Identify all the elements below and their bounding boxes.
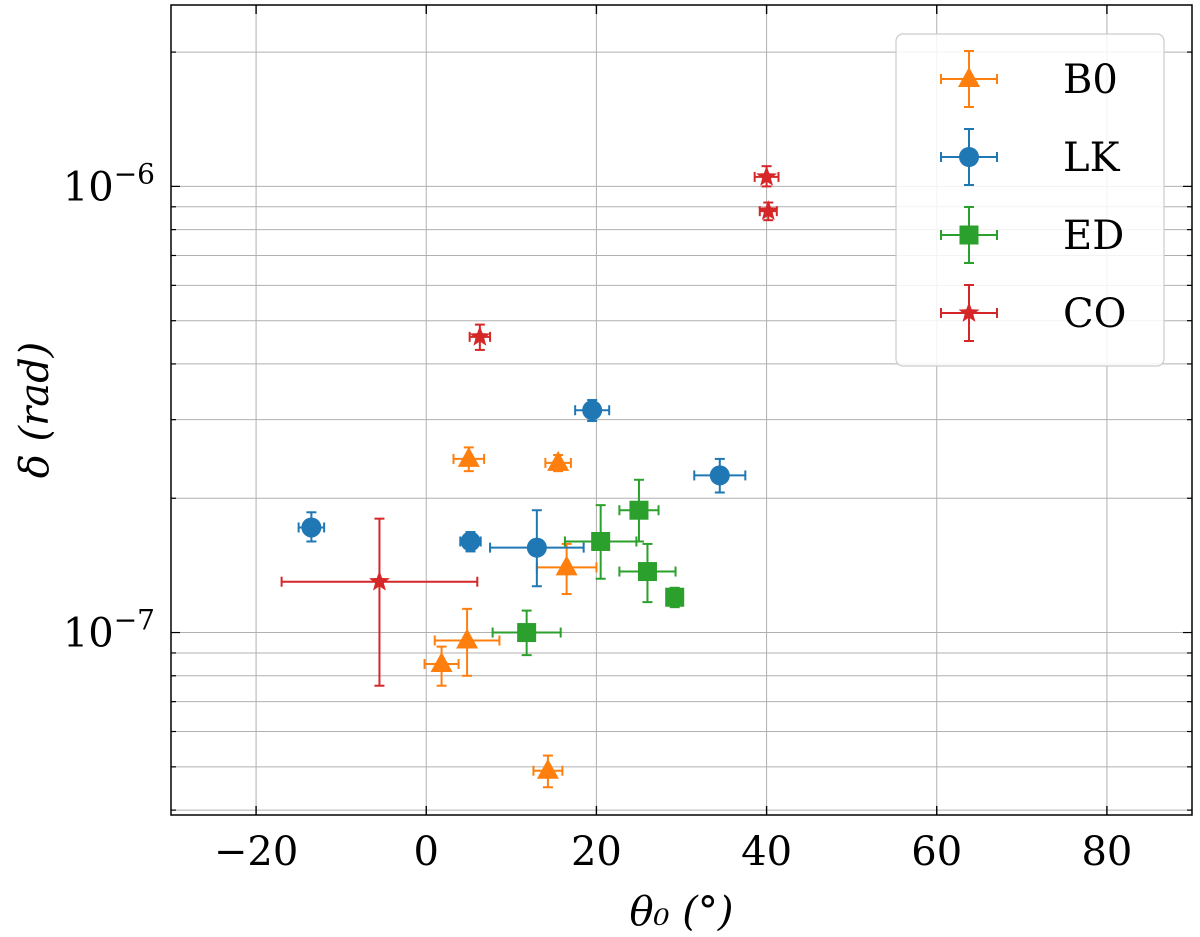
x-tick-label: 40 [741, 829, 792, 875]
data-point-marker [665, 587, 685, 607]
data-point [433, 607, 501, 677]
data-point-marker [591, 531, 611, 551]
data-point-marker [368, 570, 390, 591]
data-point-marker [582, 400, 603, 421]
data-point-marker [469, 325, 491, 346]
legend-entry-b0: B0 [940, 50, 1118, 108]
data-point-marker [958, 302, 980, 322]
series-co [280, 165, 780, 687]
data-point [297, 511, 326, 543]
y-tick-label: 10−7 [63, 604, 155, 657]
data-point [574, 399, 611, 422]
legend-entry-co: CO [940, 284, 1126, 342]
data-point [468, 323, 492, 351]
y-axis-label: δ (rad) [12, 342, 58, 479]
data-point-marker [637, 562, 657, 582]
plot-frame [170, 4, 1193, 816]
series-lk [297, 399, 747, 588]
axis-ticks [171, 5, 1192, 815]
x-tick-label: 80 [1081, 829, 1132, 875]
x-tick-label: 20 [571, 829, 622, 875]
data-point-marker [959, 225, 979, 245]
data-point [423, 645, 460, 687]
data-point [618, 542, 677, 604]
legend-entry-ed: ED [940, 206, 1124, 264]
data-point-marker [517, 623, 537, 643]
y-tick-labels: 10−7 10−6 [63, 157, 155, 656]
x-axis-label: θ₀ (°) [629, 889, 733, 935]
data-point-marker [959, 147, 979, 167]
data-point [618, 478, 660, 543]
data-point-marker [526, 537, 547, 558]
data-series [280, 165, 780, 789]
legend-label: ED [1063, 213, 1124, 259]
x-tick-label: 60 [911, 829, 962, 875]
data-point [452, 446, 486, 473]
legend-label: CO [1063, 291, 1126, 337]
x-tick-labels: −20 0 20 40 60 80 [214, 829, 1132, 875]
data-point-marker [457, 446, 480, 467]
x-tick-label: −20 [214, 829, 298, 875]
legend: B0 LK ED CO [895, 33, 1165, 367]
data-point-marker [301, 517, 322, 538]
series-ed [491, 478, 685, 657]
data-point-marker [757, 200, 779, 221]
data-point-marker [709, 465, 730, 486]
legend-box [895, 33, 1165, 367]
data-point-marker [430, 652, 453, 673]
legend-label: B0 [1063, 57, 1118, 103]
data-point [459, 531, 482, 553]
legend-label: LK [1063, 135, 1121, 181]
data-point [544, 450, 572, 473]
data-point [693, 457, 747, 494]
data-point-marker [536, 758, 559, 779]
data-point [665, 586, 685, 609]
data-point-marker [958, 67, 980, 87]
data-point-marker [756, 165, 778, 186]
data-point [491, 609, 562, 657]
data-point [757, 200, 779, 222]
data-point-marker [547, 450, 570, 471]
y-tick-label: 10−6 [63, 157, 155, 210]
data-point [280, 517, 479, 687]
data-point [563, 504, 638, 580]
data-point-marker [456, 628, 479, 649]
data-point-marker [460, 531, 481, 552]
data-point-marker [555, 555, 578, 576]
data-point [753, 165, 780, 188]
data-point-marker [629, 500, 649, 520]
legend-entry-lk: LK [940, 128, 1121, 186]
data-point [489, 509, 585, 588]
data-point [532, 754, 564, 789]
x-tick-label: 0 [414, 829, 439, 875]
